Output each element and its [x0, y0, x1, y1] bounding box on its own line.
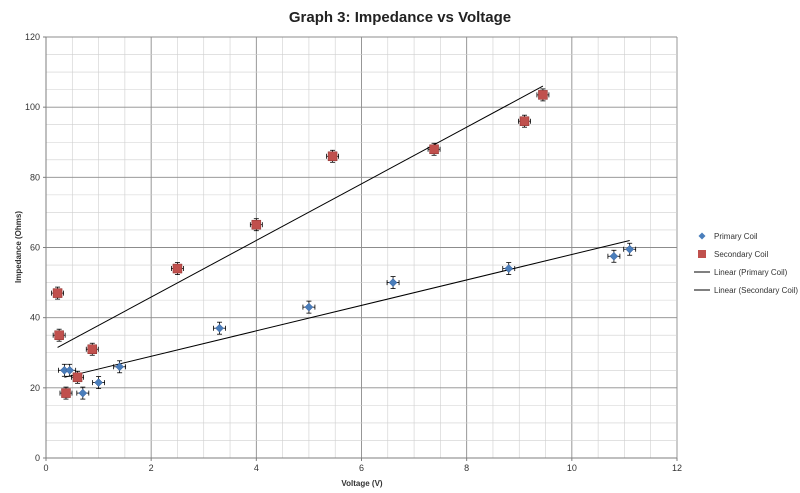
y-tick-label: 120: [25, 32, 40, 42]
x-tick-label: 10: [567, 463, 577, 473]
legend-linear-secondary: Linear (Secondary Coil): [694, 286, 798, 295]
trendlines: [57, 85, 630, 378]
gridlines: [45, 36, 678, 459]
x-tick-label: 8: [464, 463, 469, 473]
secondary-coil-point: [251, 219, 262, 230]
secondary-coil-point: [54, 330, 64, 340]
primary-coil-point: [304, 302, 314, 312]
legend-primary-coil: Primary Coil: [698, 232, 758, 241]
y-tick-label: 60: [30, 243, 40, 253]
primary-coil-point: [78, 388, 88, 398]
y-tick-label: 100: [25, 102, 40, 112]
legend: Primary Coil Secondary Coil Linear (Primar…: [694, 232, 798, 295]
y-axis-label: Impedance (Ohms): [14, 211, 23, 283]
secondary-coil-point: [61, 388, 71, 398]
legend-secondary-coil: Secondary Coil: [698, 250, 768, 259]
x-tick-label: 2: [149, 463, 154, 473]
legend-marker: [698, 250, 706, 258]
x-axis-label: Voltage (V): [341, 479, 383, 488]
primary-coil-point: [504, 264, 514, 273]
y-tick-label: 40: [30, 313, 40, 323]
y-tick-label: 80: [30, 172, 40, 182]
legend-label: Linear (Secondary Coil): [714, 286, 798, 295]
secondary-coil-trendline: [57, 85, 544, 348]
x-tick-label: 6: [359, 463, 364, 473]
secondary-coil-point: [172, 263, 183, 274]
legend-marker: [698, 232, 706, 240]
secondary-coil-point: [538, 90, 548, 100]
primary-coil-point: [65, 365, 75, 375]
secondary-coil-point: [327, 151, 338, 162]
primary-coil-point: [94, 378, 103, 387]
secondary-coil-point: [52, 288, 63, 298]
chart-title: Graph 3: Impedance vs Voltage: [289, 9, 511, 26]
secondary-coil-point: [87, 344, 98, 354]
secondary-coil-point: [429, 144, 439, 155]
y-tick-label: 0: [35, 453, 40, 463]
primary-coil-point: [625, 244, 635, 254]
secondary-coil-point: [519, 116, 530, 126]
legend-label: Secondary Coil: [714, 250, 768, 259]
legend-linear-primary: Linear (Primary Coil): [694, 268, 788, 277]
primary-coil-point: [609, 251, 619, 261]
y-tick-label: 20: [30, 383, 40, 393]
x-tick-label: 0: [43, 463, 48, 473]
primary-coil-point: [115, 362, 124, 372]
primary-coil-point: [215, 323, 224, 333]
secondary-coil-point: [72, 372, 83, 383]
legend-label: Primary Coil: [714, 232, 758, 241]
x-tick-label: 4: [254, 463, 259, 473]
primary-coil-point: [388, 278, 398, 287]
primary-coil-trendline: [64, 239, 630, 378]
data-points: [52, 90, 635, 398]
x-tick-label: 12: [672, 463, 682, 473]
legend-label: Linear (Primary Coil): [714, 268, 788, 277]
